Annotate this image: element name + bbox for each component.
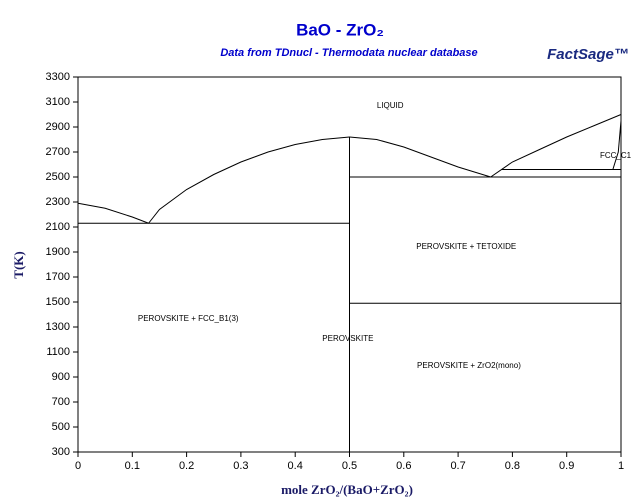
y-tick-label: 2100	[46, 221, 70, 233]
phase-boundary	[148, 136, 350, 224]
y-tick-label: 1900	[46, 246, 70, 258]
x-tick-label: 0.7	[450, 460, 465, 472]
logo: FactSage™	[547, 46, 629, 63]
y-tick-label: 1300	[46, 321, 70, 333]
y-tick-label: 2700	[46, 146, 70, 158]
phase-label: PEROVSKITE + ZrO2(mono)	[417, 361, 521, 370]
x-tick-label: 0.8	[505, 460, 520, 472]
phase-boundary	[349, 136, 491, 178]
x-tick-label: 0.3	[233, 460, 248, 472]
phase-boundary	[490, 114, 622, 178]
phase-label: LIQUID	[377, 101, 404, 110]
y-tick-label: 1100	[46, 346, 70, 358]
x-tick-label: 1	[618, 460, 624, 472]
y-tick-label: 700	[52, 396, 70, 408]
x-tick-label: 0.6	[396, 460, 411, 472]
x-tick-label: 0	[75, 460, 81, 472]
x-axis-label: mole ZrO₂/(BaO+ZrO₂)	[281, 482, 413, 497]
x-tick-label: 0.1	[125, 460, 140, 472]
chart-title: BaO - ZrO₂	[296, 20, 384, 39]
phase-label: PEROVSKITE	[322, 334, 373, 343]
phase-label: FCC_C1	[600, 151, 632, 160]
y-tick-label: 2500	[46, 171, 70, 183]
y-tick-label: 1700	[46, 271, 70, 283]
y-tick-label: 300	[52, 446, 70, 458]
x-tick-label: 0.4	[288, 460, 303, 472]
phase-boundary	[77, 202, 149, 224]
x-tick-label: 0.2	[179, 460, 194, 472]
y-axis-label: T(K)	[11, 251, 26, 278]
y-tick-label: 3300	[46, 71, 70, 83]
y-tick-label: 1500	[46, 296, 70, 308]
x-tick-label: 0.9	[559, 460, 574, 472]
phase-boundary	[612, 120, 622, 170]
y-tick-label: 2900	[46, 121, 70, 133]
y-tick-label: 3100	[46, 96, 70, 108]
chart-subtitle: Data from TDnucl - Thermodata nuclear da…	[220, 47, 477, 59]
phase-label: PEROVSKITE + FCC_B1(3)	[138, 314, 239, 323]
x-tick-label: 0.5	[342, 460, 357, 472]
y-tick-label: 900	[52, 371, 70, 383]
phase-label: PEROVSKITE + TETOXIDE	[416, 242, 516, 251]
y-tick-label: 500	[52, 421, 70, 433]
y-tick-label: 2300	[46, 196, 70, 208]
